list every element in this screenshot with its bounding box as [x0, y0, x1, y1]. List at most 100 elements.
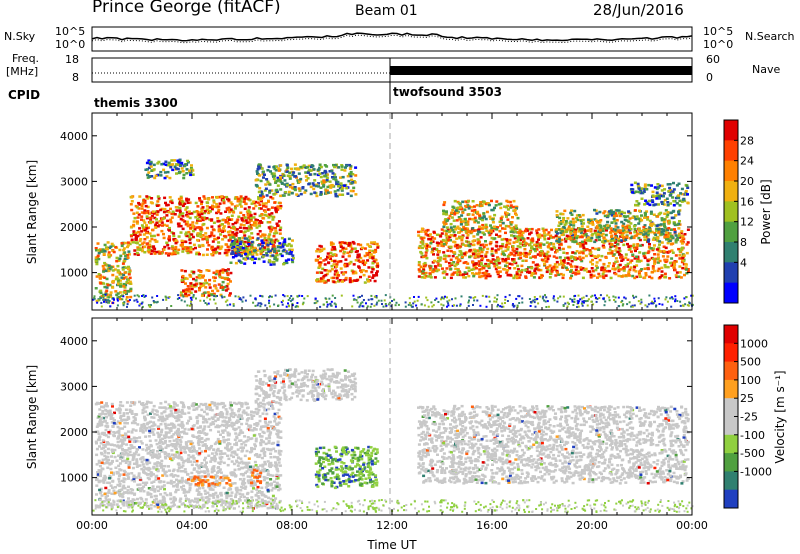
- echo-cell: [293, 167, 297, 170]
- echo-cell: [445, 226, 449, 229]
- echo-cell: [425, 249, 429, 252]
- echo-cell: [96, 301, 99, 304]
- echo-cell: [207, 283, 211, 286]
- echo-cell: [642, 252, 646, 255]
- echo-cell: [109, 245, 113, 248]
- echo-cell: [509, 204, 513, 207]
- echo-cell: [283, 240, 287, 244]
- echo-cell: [644, 187, 648, 191]
- echo-cell: [247, 225, 251, 228]
- echo-cell: [427, 237, 431, 241]
- echo-cell: [593, 255, 597, 258]
- echo-cell: [675, 202, 679, 205]
- echo-cell: [511, 248, 515, 251]
- echo-cell: [260, 213, 264, 216]
- echo-cell: [190, 300, 192, 303]
- echo-cell: [568, 221, 572, 225]
- echo-cell: [319, 186, 323, 189]
- echo-cell: [205, 447, 208, 450]
- echo-cell: [516, 238, 520, 242]
- echo-cell: [419, 265, 423, 268]
- echo-cell: [671, 242, 675, 245]
- echo-cell: [599, 229, 602, 232]
- echo-cell: [551, 242, 555, 246]
- echo-cell: [100, 301, 103, 304]
- echo-cell: [623, 211, 626, 215]
- echo-cell: [501, 250, 505, 253]
- echo-cell: [472, 239, 476, 242]
- echo-cell: [122, 302, 126, 305]
- echo-cell: [265, 239, 269, 242]
- echo-cell: [672, 199, 676, 203]
- echo-cell: [429, 242, 433, 245]
- echo-cell: [574, 294, 577, 297]
- echo-cell: [244, 471, 247, 475]
- echo-cell: [180, 279, 184, 282]
- echo-cell: [661, 255, 665, 258]
- echo-cell: [192, 277, 195, 281]
- echo-cell: [160, 217, 164, 221]
- echo-cell: [524, 268, 528, 272]
- echo-cell: [150, 304, 152, 306]
- echo-cell: [272, 177, 276, 181]
- echo-cell: [574, 230, 578, 234]
- echo-cell: [614, 296, 617, 299]
- echo-cell: [164, 160, 168, 163]
- echo-cell: [348, 167, 352, 170]
- echo-cell: [172, 251, 176, 254]
- echo-cell: [282, 194, 286, 197]
- echo-cell: [348, 278, 352, 282]
- echo-cell: [563, 256, 567, 260]
- echo-cell: [214, 295, 217, 298]
- echo-cell: [148, 232, 152, 235]
- echo-cell: [133, 249, 137, 252]
- echo-cell: [532, 276, 536, 279]
- echo-cell: [574, 273, 578, 276]
- echo-cell: [269, 214, 273, 218]
- echo-cell: [633, 181, 637, 184]
- echo-cell: [506, 273, 510, 277]
- echo-cell: [288, 305, 290, 308]
- echo-cell: [167, 237, 171, 240]
- echo-cell: [453, 245, 457, 248]
- echo-cell: [146, 205, 150, 209]
- freq-panel: [91, 57, 693, 104]
- echo-cell: [235, 228, 239, 231]
- echo-cell: [428, 266, 432, 270]
- echo-cell: [459, 303, 462, 306]
- echo-cell: [114, 277, 118, 281]
- echo-cell: [324, 188, 328, 191]
- echo-cell: [170, 201, 174, 205]
- echo-cell: [168, 252, 171, 255]
- echo-cell: [622, 236, 626, 239]
- echo-cell: [622, 229, 626, 232]
- echo-cell: [316, 168, 320, 172]
- echo-cell: [102, 296, 105, 299]
- echo-cell: [632, 268, 636, 272]
- echo-cell: [199, 282, 203, 286]
- echo-cell: [181, 215, 185, 218]
- echo-cell: [492, 262, 496, 265]
- echo-cell: [200, 228, 204, 231]
- echo-cell: [101, 420, 104, 424]
- echo-cell: [154, 174, 158, 177]
- echo-cell: [508, 242, 512, 245]
- echo-cell: [122, 295, 125, 298]
- echo-cell: [319, 193, 323, 196]
- echo-cell: [432, 253, 435, 256]
- echo-cell: [490, 250, 494, 253]
- echo-cell: [681, 236, 685, 239]
- echo-cell: [98, 445, 101, 448]
- echo-cell: [225, 276, 229, 280]
- echo-cell: [222, 201, 226, 205]
- echo-cell: [557, 224, 561, 227]
- echo-cell: [671, 190, 675, 193]
- echo-cell: [136, 246, 140, 249]
- echo-cell: [432, 259, 436, 263]
- echo-cell: [540, 234, 544, 237]
- echo-cell: [170, 231, 174, 234]
- echo-cell: [196, 211, 200, 214]
- echo-cell: [583, 232, 587, 236]
- echo-cell: [149, 218, 153, 221]
